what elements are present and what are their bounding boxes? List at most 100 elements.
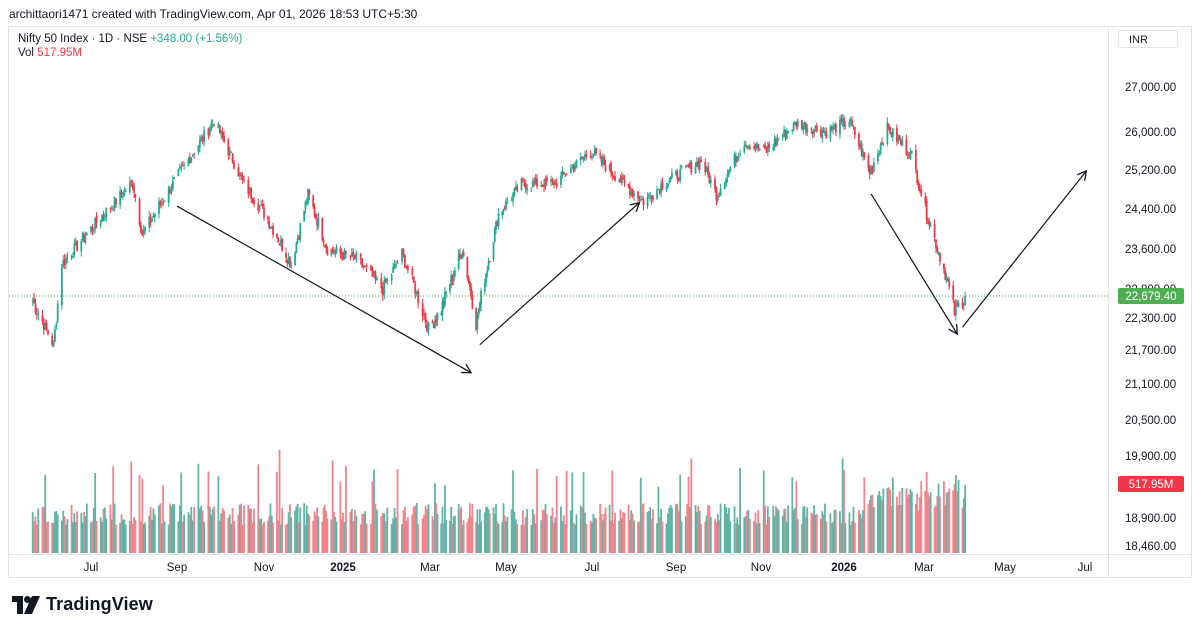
volume-bar — [312, 520, 315, 553]
candle-body — [870, 167, 873, 175]
candle-body — [423, 314, 426, 316]
candle-body — [124, 191, 127, 193]
candle-body — [432, 323, 435, 328]
candle-body — [352, 251, 355, 256]
candle-body — [839, 119, 841, 135]
trend-arrow[interactable] — [176, 205, 471, 373]
candle-body — [383, 280, 386, 296]
candle-body — [901, 140, 904, 146]
candle-body — [825, 131, 828, 138]
candle-body — [414, 283, 417, 295]
candle-body — [411, 268, 414, 275]
candle-body — [729, 167, 732, 171]
volume-bar — [424, 506, 427, 553]
volume-bar — [193, 507, 196, 553]
candle-body — [177, 169, 180, 177]
candle-body — [359, 253, 362, 259]
volume-bar — [746, 510, 748, 553]
volume-bar — [843, 469, 845, 553]
volume-bar — [571, 472, 574, 553]
volume-bar — [523, 524, 526, 553]
candle-body — [276, 233, 278, 239]
candle-body — [250, 187, 253, 199]
trend-arrow[interactable] — [962, 171, 1087, 328]
candle-body — [331, 249, 334, 252]
volume-bar — [110, 519, 113, 553]
last-price-badge — [1118, 287, 1184, 304]
volume-bar — [123, 519, 126, 553]
candle-body — [544, 177, 547, 188]
candle-body — [829, 126, 832, 139]
volume-bar — [832, 522, 835, 553]
trend-arrow[interactable] — [870, 193, 957, 334]
trend-arrow[interactable] — [479, 203, 640, 346]
candle-body — [810, 128, 813, 131]
volume-bar — [417, 524, 420, 553]
candle-body — [775, 138, 777, 145]
volume-bar — [772, 505, 775, 553]
volume-bar — [694, 504, 697, 553]
volume-bar — [364, 511, 367, 553]
volume-bar — [290, 517, 293, 553]
volume-bar — [629, 520, 631, 553]
candle-body — [694, 166, 697, 174]
volume-bar — [31, 512, 34, 553]
currency-selector[interactable]: INR — [1118, 30, 1178, 48]
volume-bar — [739, 467, 741, 553]
candle-body — [512, 193, 514, 202]
candle-body — [261, 204, 264, 207]
candle-body — [289, 257, 291, 267]
volume-bar — [581, 507, 584, 553]
volume-bar — [886, 488, 889, 553]
volume-bar — [729, 521, 732, 553]
volume-bar — [900, 504, 902, 553]
candle-body — [832, 126, 835, 130]
candle-body — [860, 143, 863, 156]
candle-body — [629, 186, 631, 196]
volume-bar — [952, 490, 955, 553]
candle-body — [495, 221, 497, 230]
volume-bar — [41, 507, 44, 553]
volume-bar — [555, 475, 558, 553]
volume-bar — [457, 504, 460, 553]
volume-bar — [638, 521, 641, 553]
candle-body — [599, 153, 602, 156]
volume-bar — [148, 515, 151, 553]
volume-bar — [159, 503, 162, 553]
volume-bar — [331, 460, 334, 553]
candle-body — [581, 156, 584, 159]
volume-bar — [957, 479, 960, 553]
volume-bar — [115, 524, 117, 553]
candle-body — [304, 201, 307, 209]
candle-body — [478, 302, 481, 311]
candle-body — [608, 164, 611, 170]
volume-bar — [406, 517, 409, 553]
volume-bar — [961, 507, 964, 553]
volume-bar — [631, 513, 634, 553]
volume-badge — [1118, 476, 1184, 492]
candle-body — [109, 207, 112, 209]
volume-bar — [649, 507, 652, 553]
volume-bar — [200, 505, 203, 553]
volume-bar — [325, 510, 328, 553]
candle-body — [452, 274, 455, 282]
volume-bar — [191, 520, 194, 553]
volume-bar — [660, 508, 662, 553]
candle-body — [130, 181, 133, 183]
candle-body — [393, 263, 396, 268]
candle-body — [784, 131, 787, 138]
candle-body — [296, 238, 299, 243]
candle-body — [113, 196, 116, 208]
candle-body — [462, 252, 465, 256]
candle-body — [631, 189, 634, 197]
volume-bar — [698, 510, 701, 553]
candle-body — [362, 266, 365, 268]
volume-bar — [757, 510, 760, 553]
candle-body — [777, 139, 780, 141]
candle-body — [593, 149, 596, 155]
candle-body — [298, 237, 300, 239]
candle-body — [867, 155, 870, 168]
candle-body — [477, 310, 480, 316]
candle-body — [313, 206, 316, 216]
